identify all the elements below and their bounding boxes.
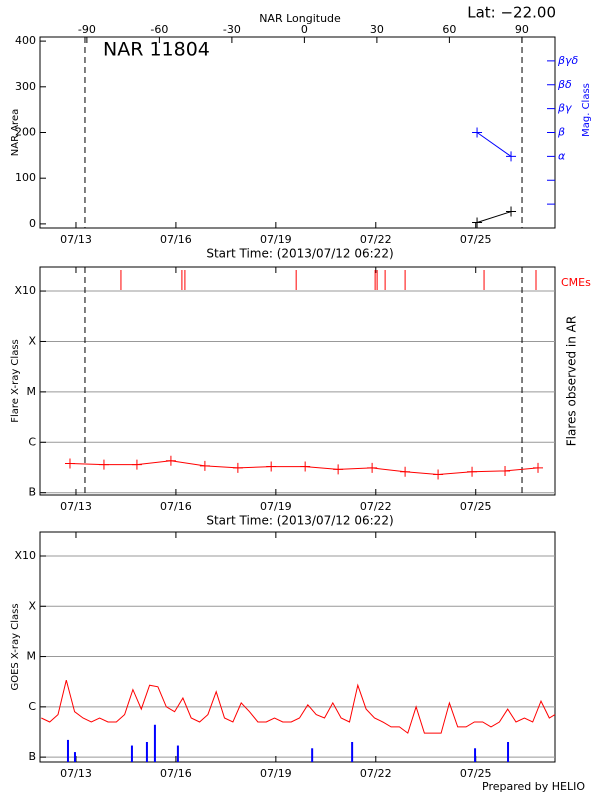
point-marker (506, 151, 517, 162)
y-axis-label: Flare X-ray Class (10, 339, 21, 423)
y2-axis-label: Flares observed in AR (565, 316, 579, 446)
x-tick-label: 07/19 (260, 500, 292, 513)
point-marker (533, 462, 544, 473)
y-tick-label: B (28, 750, 36, 763)
point-marker (467, 466, 478, 477)
y-tick-label: C (28, 435, 36, 448)
series-line (41, 679, 556, 734)
footer: Prepared by HELIO (482, 780, 585, 793)
point-marker (165, 455, 176, 466)
y-tick-label: C (28, 700, 36, 713)
y2-tick-label: βγδ (557, 54, 579, 67)
y-tick-label: X (28, 334, 36, 347)
x-tick-label: 07/22 (360, 767, 392, 780)
y-axis-label: GOES X-ray Class (10, 603, 21, 690)
point-marker (500, 465, 511, 476)
y-tick-label: 0 (29, 217, 36, 230)
x-tick-label: 07/13 (60, 767, 92, 780)
x-tick-label: 07/16 (160, 767, 192, 780)
point-marker (506, 206, 517, 217)
point-marker (472, 127, 483, 138)
y-tick-label: 200 (15, 126, 36, 139)
y-tick-label: 300 (15, 80, 36, 93)
series-line (69, 460, 539, 476)
x-tick-label: 07/22 (360, 233, 392, 246)
y-tick-label: 100 (15, 171, 36, 184)
y2-tick-label: βγ (557, 102, 572, 115)
y-tick-label: X (28, 599, 36, 612)
x2-tick-label: -60 (150, 23, 168, 36)
point-marker (400, 466, 411, 477)
series-line (476, 211, 512, 223)
y-axis-label: NAR Area (10, 109, 21, 156)
y-tick-label: X10 (14, 284, 36, 297)
point-marker (333, 464, 344, 475)
x-tick-label: 07/13 (60, 233, 92, 246)
point-marker (64, 458, 75, 469)
x2-tick-label: 60 (442, 23, 456, 36)
x2-tick-label: 0 (301, 23, 308, 36)
x2-tick-label: -30 (223, 23, 241, 36)
y-tick-label: X10 (14, 549, 36, 562)
y-tick-label: B (28, 486, 36, 499)
x-tick-label: 07/25 (460, 233, 492, 246)
y2-tick-label: β (557, 126, 565, 139)
x-tick-label: 07/13 (60, 500, 92, 513)
plot-frame (39, 531, 556, 763)
x-tick-label: 07/19 (260, 233, 292, 246)
x-tick-label: 07/19 (260, 767, 292, 780)
y-tick-label: M (27, 650, 37, 663)
point-marker (367, 462, 378, 473)
point-marker (266, 461, 277, 472)
y-tick-label: M (27, 385, 37, 398)
x2-axis-label: NAR Longitude (259, 12, 341, 25)
point-marker (199, 460, 210, 471)
x-tick-label: 07/16 (160, 233, 192, 246)
y-tick-label: 400 (15, 34, 36, 47)
plot-frame (39, 266, 556, 496)
point-marker (98, 459, 109, 470)
y2-tick-label: α (558, 149, 566, 162)
x-axis-label: Start Time: (2013/07/12 06:22) (206, 247, 393, 261)
point-marker (433, 469, 444, 480)
x2-tick-label: 30 (370, 23, 384, 36)
chart-title: NAR 11804 (103, 39, 210, 61)
x2-tick-label: 90 (515, 23, 529, 36)
y2-tick-label: βδ (557, 78, 572, 91)
x-tick-label: 07/22 (360, 500, 392, 513)
y2-axis-label: Mag. Class (581, 83, 592, 137)
point-marker (300, 461, 311, 472)
point-marker (472, 217, 483, 228)
latitude: Lat: −22.00 (467, 4, 556, 22)
point-marker (131, 459, 142, 470)
x-tick-label: 07/16 (160, 500, 192, 513)
x-tick-label: 07/25 (460, 500, 492, 513)
point-marker (232, 462, 243, 473)
x2-tick-label: -90 (78, 23, 96, 36)
series-line (476, 132, 512, 157)
x-tick-label: 07/25 (460, 767, 492, 780)
cme-label: CMEs (561, 276, 591, 289)
x-axis-label: Start Time: (2013/07/12 06:22) (206, 514, 393, 528)
